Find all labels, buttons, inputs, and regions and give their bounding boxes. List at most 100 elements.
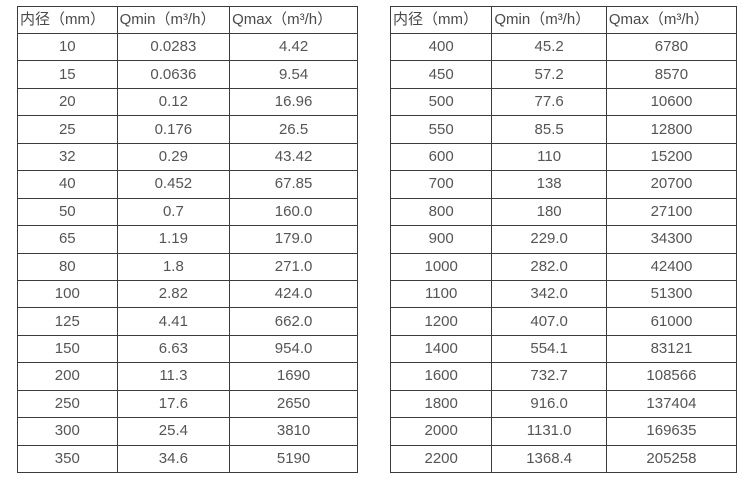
table-row: 2000 1131.0 169635: [389, 417, 738, 446]
table-header-row: 内径（mm） Qmin（m³/h） Qmax（m³/h）: [17, 6, 358, 34]
table-row: 40 0.452 67.85: [17, 170, 358, 199]
table-cell: 34300: [605, 225, 738, 254]
table-cell: 20700: [605, 170, 738, 199]
table-cell: 5190: [229, 444, 358, 474]
column-header-qmax: Qmax（m³/h）: [229, 6, 358, 34]
table-cell: 900: [389, 225, 493, 254]
table-cell: 45.2: [491, 32, 607, 62]
table-cell: 25: [17, 115, 118, 144]
table-body: 400 45.2 6780 450 57.2 8570 500 77.6 10600 550 85.…: [389, 32, 738, 474]
table-cell: 42400: [605, 252, 738, 281]
table-cell: 0.176: [116, 115, 231, 144]
table-row: 700 138 20700: [389, 170, 738, 199]
table-cell: 125: [17, 307, 118, 336]
table-cell: 0.29: [116, 142, 231, 172]
table-cell: 554.1: [491, 334, 607, 364]
table-header-row: 内径（mm） Qmin（m³/h） Qmax（m³/h）: [389, 6, 738, 34]
table-cell: 282.0: [491, 252, 607, 281]
table-row: 550 85.5 12800: [389, 115, 738, 144]
table-cell: 1368.4: [491, 444, 607, 474]
table-cell: 1200: [389, 307, 493, 336]
table-cell: 11.3: [116, 362, 231, 391]
table-row: 10 0.0283 4.42: [17, 32, 358, 62]
table-cell: 10600: [605, 87, 738, 117]
table-row: 150 6.63 954.0: [17, 334, 358, 364]
table-cell: 6.63: [116, 334, 231, 364]
table-row: 300 25.4 3810: [17, 417, 358, 446]
table-row: 1600 732.7 108566: [389, 362, 738, 391]
table-row: 25 0.176 26.5: [17, 115, 358, 144]
table-cell: 20: [17, 87, 118, 117]
table-cell: 1600: [389, 362, 493, 391]
column-header-qmax: Qmax（m³/h）: [605, 6, 738, 34]
table-row: 800 180 27100: [389, 197, 738, 227]
table-cell: 25.4: [116, 417, 231, 446]
table-cell: 732.7: [491, 362, 607, 391]
table-cell: 500: [389, 87, 493, 117]
table-cell: 80: [17, 252, 118, 281]
table-cell: 4.42: [229, 32, 358, 62]
table-cell: 1000: [389, 252, 493, 281]
table-cell: 27100: [605, 197, 738, 227]
table-cell: 179.0: [229, 225, 358, 254]
table-row: 20 0.12 16.96: [17, 87, 358, 117]
table-cell: 4.41: [116, 307, 231, 336]
column-header-inner-diameter: 内径（mm）: [389, 6, 493, 34]
table-row: 400 45.2 6780: [389, 32, 738, 62]
table-cell: 180: [491, 197, 607, 227]
table-row: 1200 407.0 61000: [389, 307, 738, 336]
column-header-inner-diameter: 内径（mm）: [17, 6, 118, 34]
table-cell: 1100: [389, 279, 493, 309]
table-cell: 169635: [605, 417, 738, 446]
table-cell: 916.0: [491, 389, 607, 419]
table-cell: 0.12: [116, 87, 231, 117]
table-cell: 271.0: [229, 252, 358, 281]
table-cell: 10: [17, 32, 118, 62]
table-cell: 108566: [605, 362, 738, 391]
diameter-flow-table-left: 内径（mm） Qmin（m³/h） Qmax（m³/h） 10 0.0283 4.4…: [17, 6, 358, 474]
table-row: 1000 282.0 42400: [389, 252, 738, 281]
column-header-qmin: Qmin（m³/h）: [116, 6, 231, 34]
table-cell: 100: [17, 279, 118, 309]
table-cell: 65: [17, 225, 118, 254]
table-cell: 57.2: [491, 60, 607, 89]
table-cell: 16.96: [229, 87, 358, 117]
table-cell: 26.5: [229, 115, 358, 144]
table-cell: 800: [389, 197, 493, 227]
table-row: 125 4.41 662.0: [17, 307, 358, 336]
table-cell: 40: [17, 170, 118, 199]
table-cell: 450: [389, 60, 493, 89]
table-row: 50 0.7 160.0: [17, 197, 358, 227]
table-row: 100 2.82 424.0: [17, 279, 358, 309]
table-cell: 138: [491, 170, 607, 199]
table-cell: 300: [17, 417, 118, 446]
table-cell: 0.7: [116, 197, 231, 227]
table-cell: 0.452: [116, 170, 231, 199]
column-header-qmin: Qmin（m³/h）: [491, 6, 607, 34]
table-cell: 2200: [389, 444, 493, 474]
table-row: 15 0.0636 9.54: [17, 60, 358, 89]
table-cell: 250: [17, 389, 118, 419]
table-cell: 160.0: [229, 197, 358, 227]
table-row: 1800 916.0 137404: [389, 389, 738, 419]
table-cell: 67.85: [229, 170, 358, 199]
table-cell: 424.0: [229, 279, 358, 309]
table-cell: 1400: [389, 334, 493, 364]
table-body: 10 0.0283 4.42 15 0.0636 9.54 20 0.12 16.96 25 0.1…: [17, 32, 358, 474]
table-cell: 200: [17, 362, 118, 391]
table-row: 32 0.29 43.42: [17, 142, 358, 172]
table-cell: 34.6: [116, 444, 231, 474]
diameter-flow-table-right: 内径（mm） Qmin（m³/h） Qmax（m³/h） 400 45.2 6780…: [389, 6, 738, 474]
table-cell: 342.0: [491, 279, 607, 309]
table-cell: 85.5: [491, 115, 607, 144]
table-cell: 229.0: [491, 225, 607, 254]
table-cell: 32: [17, 142, 118, 172]
table-row: 500 77.6 10600: [389, 87, 738, 117]
table-cell: 6780: [605, 32, 738, 62]
table-cell: 400: [389, 32, 493, 62]
table-row: 200 11.3 1690: [17, 362, 358, 391]
table-cell: 350: [17, 444, 118, 474]
table-row: 250 17.6 2650: [17, 389, 358, 419]
table-row: 1400 554.1 83121: [389, 334, 738, 364]
table-row: 2200 1368.4 205258: [389, 444, 738, 474]
